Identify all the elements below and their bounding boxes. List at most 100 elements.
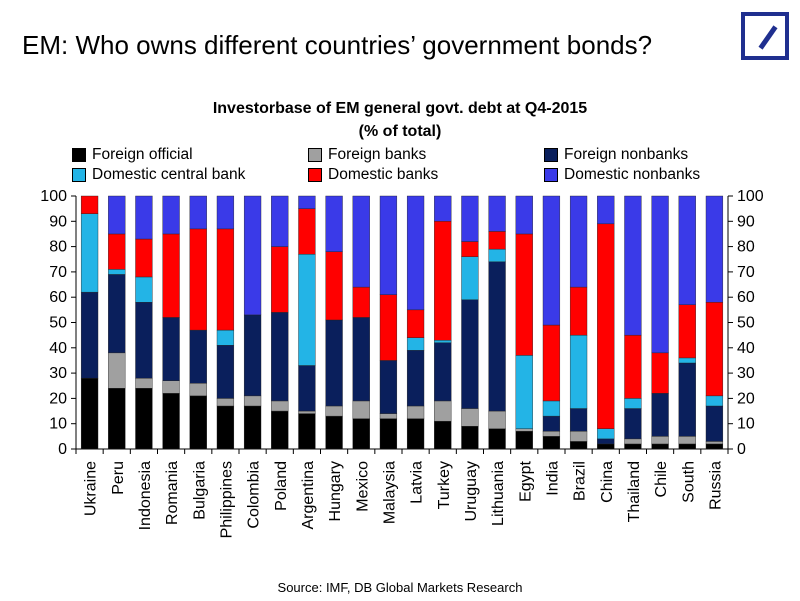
- bar-segment: [108, 233, 126, 270]
- x-tick-label: Egypt: [517, 460, 534, 501]
- y-tick-label-left: 20: [49, 390, 67, 407]
- bar-segment: [80, 213, 99, 293]
- bar-segment: [678, 357, 696, 364]
- bar-segment: [542, 195, 561, 326]
- bar-segment: [135, 302, 153, 379]
- x-tick-label: Romania: [164, 461, 181, 525]
- bar-segment: [162, 233, 180, 318]
- y-tick-label-left: 90: [49, 213, 67, 230]
- bar-segment: [597, 223, 615, 429]
- bar-segment: [542, 431, 561, 437]
- y-tick-label-right: 50: [737, 315, 755, 332]
- x-tick-label: Peru: [110, 461, 127, 495]
- y-tick-label-right: 20: [737, 390, 755, 407]
- bar-segment: [243, 395, 262, 407]
- bar-segment: [80, 291, 99, 379]
- bar-segment: [651, 195, 669, 354]
- bar-segment: [325, 415, 343, 450]
- bar-segment: [461, 195, 479, 242]
- bar-segment: [135, 377, 153, 389]
- bar-segment: [461, 299, 479, 409]
- bar-segment: [80, 377, 99, 450]
- bar-segment: [488, 261, 506, 412]
- bar-segment: [515, 428, 533, 432]
- legend-label: Domestic nonbanks: [564, 166, 701, 183]
- legend-item: Foreign official: [72, 146, 193, 164]
- bar-segment: [271, 246, 289, 313]
- bar-segment: [434, 221, 452, 341]
- bar-segment: [624, 408, 642, 440]
- legend-swatch: [308, 148, 322, 162]
- bar-segment: [379, 294, 398, 361]
- bar-segment: [624, 334, 642, 399]
- bar-segment: [379, 413, 398, 419]
- bar-segment: [515, 431, 533, 450]
- bar-segment: [515, 233, 533, 356]
- bar-segment: [569, 286, 588, 336]
- x-tick-label: Thailand: [626, 461, 643, 522]
- y-tick-label-right: 70: [737, 264, 755, 281]
- x-tick-label: Colombia: [246, 461, 263, 529]
- bar-segment: [705, 405, 724, 442]
- bar-segment: [298, 365, 316, 412]
- bar-segment: [434, 340, 452, 343]
- bar-segment: [488, 428, 506, 450]
- bar-segment: [162, 393, 180, 450]
- bar-segment: [271, 410, 289, 450]
- bar-segment: [678, 436, 696, 445]
- x-tick-label: Indonesia: [137, 461, 154, 530]
- x-tick-label: Brazil: [572, 461, 589, 501]
- bar-segment: [271, 400, 289, 412]
- bar-segment: [515, 355, 533, 429]
- y-tick-label-left: 0: [58, 441, 67, 458]
- bar-segment: [325, 319, 343, 407]
- x-tick-label: Turkey: [436, 461, 453, 509]
- chart-subtitle: (% of total): [358, 123, 442, 140]
- bar-segment: [705, 441, 724, 445]
- legend-item: Domestic banks: [308, 166, 438, 184]
- bar-segment: [488, 195, 506, 232]
- bar-segment: [379, 418, 398, 450]
- bar-segment: [189, 383, 207, 397]
- legend-swatch: [544, 168, 558, 182]
- legend-label: Foreign banks: [328, 146, 427, 163]
- bar-segment: [162, 195, 180, 235]
- legend-swatch: [544, 148, 558, 162]
- y-tick-label-right: 0: [737, 441, 746, 458]
- bar-segment: [325, 251, 343, 321]
- legend-label: Domestic central bank: [92, 166, 246, 183]
- bar-segment: [243, 314, 262, 397]
- legend-swatch: [72, 148, 86, 162]
- legend-item: Foreign banks: [308, 146, 426, 164]
- bar-segment: [352, 286, 370, 318]
- bar-segment: [597, 438, 615, 445]
- bar-segment: [80, 195, 99, 214]
- bar-segment: [542, 324, 561, 402]
- bar-segment: [325, 195, 343, 252]
- bar-segment: [624, 438, 642, 445]
- bar-segment: [434, 342, 452, 402]
- x-tick-label: Chile: [653, 461, 670, 498]
- bar-segment: [135, 276, 153, 303]
- x-tick-label: Latvia: [409, 461, 426, 504]
- chart-legend: Foreign official Foreign banks Foreign n…: [72, 146, 772, 186]
- x-tick-label: Uruguay: [463, 461, 480, 521]
- bar-segment: [678, 195, 696, 305]
- bar-segment: [624, 398, 642, 409]
- bar-segment: [406, 418, 425, 450]
- bar-segment: [597, 195, 615, 225]
- bar-segment: [461, 256, 479, 300]
- y-tick-label-right: 80: [737, 239, 755, 256]
- bar-segment: [678, 304, 696, 359]
- bar-segment: [352, 418, 370, 450]
- bar-segment: [434, 420, 452, 450]
- y-tick-label-right: 30: [737, 365, 755, 382]
- chart-title: Investorbase of EM general govt. debt at…: [212, 100, 588, 117]
- legend-label: Foreign official: [92, 146, 193, 163]
- bar-segment: [597, 443, 615, 450]
- bar-segment: [705, 395, 724, 407]
- bar-segment: [216, 345, 235, 399]
- source-note: Source: IMF, DB Global Markets Research: [277, 580, 523, 595]
- bar-segment: [705, 443, 724, 450]
